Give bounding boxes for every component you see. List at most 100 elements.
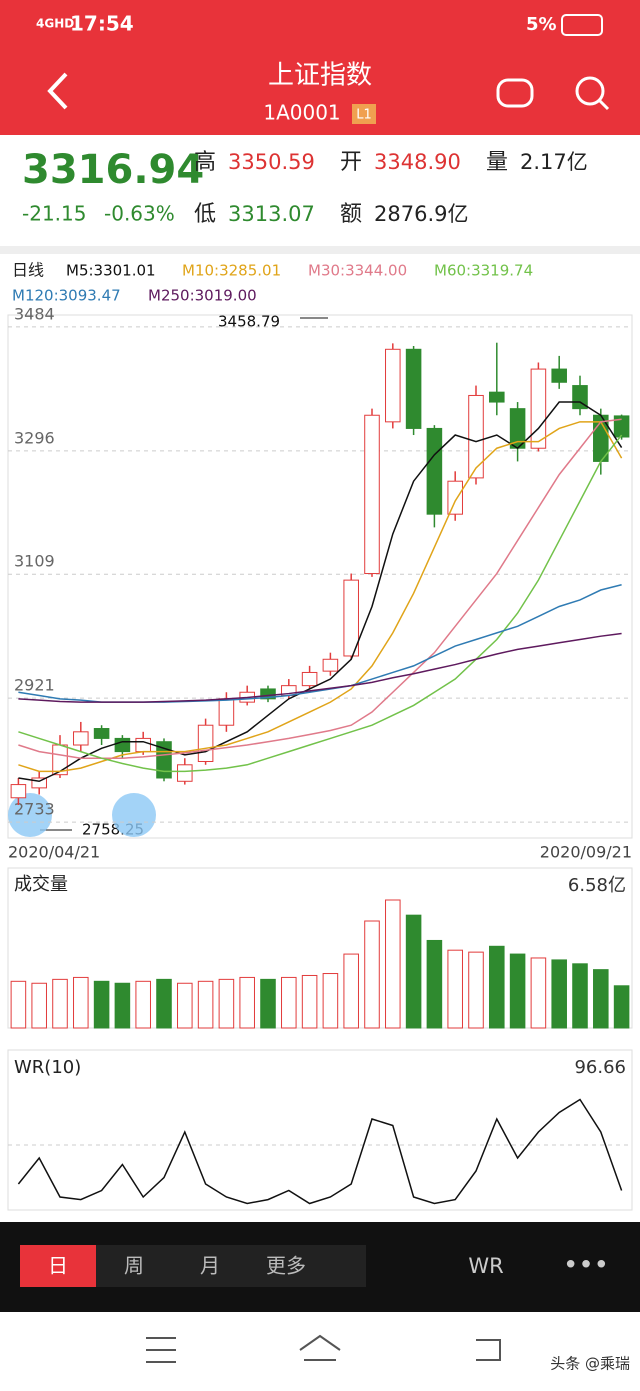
volume-label: 量	[486, 150, 508, 175]
candle-body	[489, 391, 505, 403]
candle-body	[93, 728, 110, 739]
nav-home[interactable]	[299, 1334, 341, 1361]
nav-menu[interactable]	[146, 1337, 176, 1363]
volume-bar	[613, 985, 630, 1029]
volume-bar	[551, 959, 567, 1029]
low-label: 低	[194, 202, 216, 227]
price: 3316.94	[22, 147, 204, 193]
candle-body	[530, 368, 547, 449]
nav-back[interactable]	[476, 1339, 501, 1361]
volume-title: 成交量	[14, 874, 68, 895]
candle-body	[301, 671, 318, 687]
y-tick-label: 96.66	[574, 1057, 626, 1078]
start-date: 2020/04/21	[8, 843, 100, 862]
network: 4GHD	[36, 17, 74, 31]
watermark: 头条 @乘瑞	[550, 1355, 630, 1373]
candle-body	[426, 427, 443, 515]
high-label: 高	[194, 150, 216, 175]
candle-body	[197, 724, 214, 762]
volume-bar	[405, 914, 422, 1029]
battery-text: 5%	[526, 14, 557, 35]
volume-bar	[322, 973, 339, 1029]
period-tab[interactable]: 月	[200, 1254, 220, 1278]
volume-bar	[10, 980, 27, 1029]
change: -21.15	[22, 202, 86, 226]
volume-bar	[73, 976, 89, 1029]
period-tab[interactable]: 更多	[266, 1254, 306, 1278]
indicator-button[interactable]: WR	[468, 1254, 503, 1278]
ma-line	[18, 434, 623, 773]
y-tick-label: 3484	[14, 304, 55, 323]
more-menu[interactable]: •••	[563, 1251, 609, 1281]
high-annotation: 3458.79	[218, 313, 280, 331]
search-handle	[597, 98, 610, 111]
period-tab[interactable]: 周	[124, 1254, 144, 1278]
wr-frame	[7, 1049, 633, 1211]
candle-body	[343, 579, 359, 657]
legend-entry: M5:3301.01	[66, 262, 156, 280]
candle-body	[468, 394, 484, 479]
volume-bar	[572, 963, 588, 1029]
ma-line	[18, 401, 623, 783]
code: 1A0001	[263, 101, 340, 125]
high: 3350.59	[228, 150, 315, 174]
badge-bg	[352, 104, 376, 124]
candle-body	[10, 784, 27, 799]
candle-body	[156, 741, 172, 779]
candle-body	[572, 385, 588, 410]
y-tick-label: 3296	[14, 428, 55, 447]
volume-bar	[530, 957, 547, 1029]
candle-body	[613, 415, 630, 438]
candle-body	[218, 698, 235, 726]
volume-bar	[239, 976, 255, 1029]
volume-bar	[197, 980, 214, 1029]
candle-body	[364, 414, 380, 575]
badge: L1	[356, 108, 372, 123]
volume-bar	[218, 978, 235, 1029]
candle-body	[177, 764, 193, 782]
volume-bar	[281, 976, 297, 1029]
wr-line	[17, 1098, 623, 1205]
y-tick-label: 3109	[14, 552, 55, 571]
candle-body	[405, 348, 422, 429]
y-tick-label: 6.58亿	[568, 875, 626, 896]
candle-body	[322, 658, 339, 672]
tab-active-bg	[20, 1245, 96, 1287]
period-tab[interactable]: 日	[48, 1254, 68, 1278]
candle-body	[31, 777, 47, 789]
y-tick-label: 2921	[14, 676, 55, 695]
legend-entry: M60:3319.74	[434, 262, 533, 280]
robot-icon[interactable]	[496, 78, 534, 108]
low: 3313.07	[228, 202, 315, 226]
candle-body	[551, 368, 567, 383]
volume-bar	[114, 982, 131, 1029]
candle-body	[135, 737, 151, 753]
volume-bar	[93, 980, 110, 1029]
open: 3348.90	[374, 150, 461, 174]
main-frame	[7, 314, 633, 839]
end-date: 2020/09/21	[540, 843, 632, 862]
candle-body	[385, 348, 401, 423]
volume-bar	[593, 969, 609, 1029]
volume-bar	[468, 951, 484, 1029]
legend-entry: M10:3285.01	[182, 262, 281, 280]
back-button[interactable]	[47, 72, 68, 110]
y-tick-label: 2733	[14, 800, 55, 819]
volume-bar	[509, 953, 526, 1029]
battery-icon	[561, 14, 603, 36]
title: 上证指数	[268, 61, 372, 91]
candle-body	[260, 688, 276, 700]
volume-bar	[177, 982, 193, 1029]
volume-bar	[260, 978, 276, 1029]
volume-bar	[385, 899, 401, 1029]
search-icon[interactable]	[575, 76, 605, 106]
ma-line	[18, 632, 622, 703]
zoom-in-button[interactable]	[112, 793, 156, 837]
ma-line	[18, 418, 622, 759]
legend-entry: M120:3093.47	[12, 287, 121, 305]
ma-line	[18, 421, 623, 773]
amount-label: 额	[340, 202, 362, 227]
nav-bar	[0, 1312, 640, 1387]
